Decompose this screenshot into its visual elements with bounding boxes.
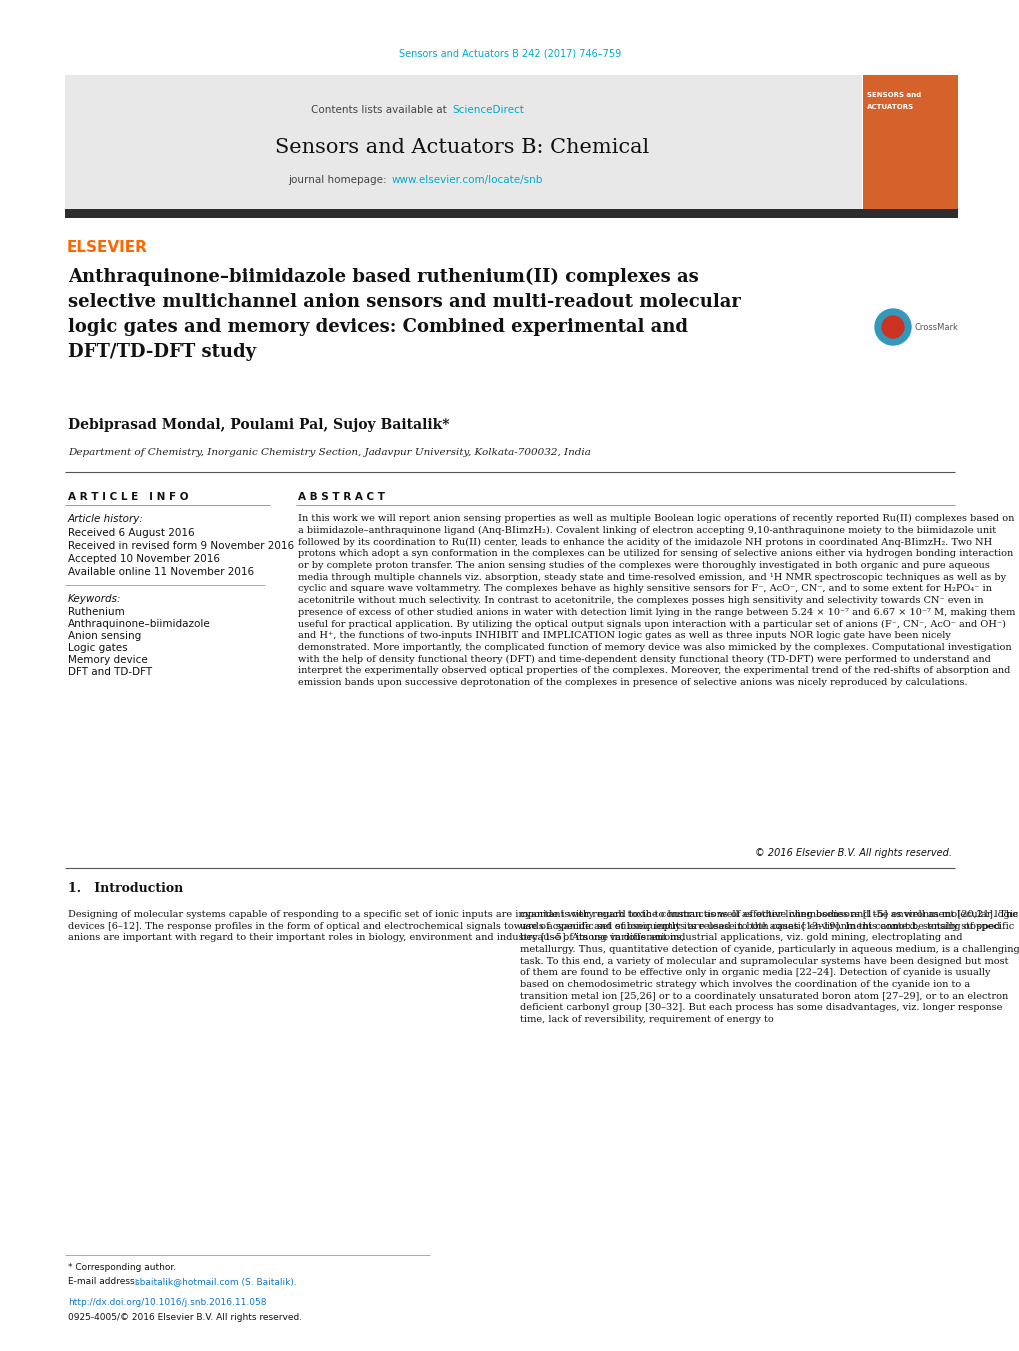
Text: A B S T R A C T: A B S T R A C T [298, 492, 384, 503]
Text: Memory device: Memory device [68, 655, 148, 665]
Text: Keywords:: Keywords: [68, 594, 121, 604]
Text: ACTUATORS: ACTUATORS [866, 104, 913, 109]
Text: 1.   Introduction: 1. Introduction [68, 882, 183, 894]
Text: sbaitalik@hotmail.com (S. Baitalik).: sbaitalik@hotmail.com (S. Baitalik). [135, 1277, 297, 1286]
Text: SENSORS and: SENSORS and [866, 92, 920, 99]
Text: In this work we will report anion sensing properties as well as multiple Boolean: In this work we will report anion sensin… [298, 513, 1014, 688]
Text: Contents lists available at: Contents lists available at [311, 105, 449, 115]
Text: ScienceDirect: ScienceDirect [451, 105, 524, 115]
Text: Department of Chemistry, Inorganic Chemistry Section, Jadavpur University, Kolka: Department of Chemistry, Inorganic Chemi… [68, 449, 590, 457]
Text: Available online 11 November 2016: Available online 11 November 2016 [68, 567, 254, 577]
Text: Received in revised form 9 November 2016: Received in revised form 9 November 2016 [68, 540, 293, 551]
Bar [65, 209, 957, 218]
Bar [65, 76, 861, 209]
Text: CrossMark: CrossMark [914, 323, 958, 331]
Text: Ruthenium: Ruthenium [68, 607, 124, 617]
Text: Sensors and Actuators B: Chemical: Sensors and Actuators B: Chemical [274, 138, 648, 157]
Text: A R T I C L E   I N F O: A R T I C L E I N F O [68, 492, 189, 503]
Text: 0925-4005/© 2016 Elsevier B.V. All rights reserved.: 0925-4005/© 2016 Elsevier B.V. All right… [68, 1313, 302, 1323]
Text: E-mail address:: E-mail address: [68, 1277, 141, 1286]
Bar [862, 76, 957, 209]
Text: www.elsevier.com/locate/snb: www.elsevier.com/locate/snb [391, 176, 543, 185]
Text: Sensors and Actuators B 242 (2017) 746–759: Sensors and Actuators B 242 (2017) 746–7… [398, 49, 621, 58]
Text: Logic gates: Logic gates [68, 643, 127, 653]
Text: Anthraquinone–biimidazole: Anthraquinone–biimidazole [68, 619, 211, 630]
Text: © 2016 Elsevier B.V. All rights reserved.: © 2016 Elsevier B.V. All rights reserved… [754, 848, 951, 858]
Text: * Corresponding author.: * Corresponding author. [68, 1263, 176, 1273]
Text: Designing of molecular systems capable of responding to a specific set of ionic : Designing of molecular systems capable o… [68, 911, 1017, 942]
Text: DFT and TD-DFT: DFT and TD-DFT [68, 667, 152, 677]
Circle shape [874, 309, 910, 345]
Text: cyanide is very much toxic to human as well as other living bodies and the envir: cyanide is very much toxic to human as w… [520, 911, 1019, 1024]
Text: journal homepage:: journal homepage: [287, 176, 389, 185]
Text: Anthraquinone–biimidazole based ruthenium(II) complexes as
selective multichanne: Anthraquinone–biimidazole based rutheniu… [68, 267, 740, 361]
Circle shape [881, 316, 903, 338]
Text: Received 6 August 2016: Received 6 August 2016 [68, 528, 195, 538]
Text: Article history:: Article history: [68, 513, 144, 524]
Text: http://dx.doi.org/10.1016/j.snb.2016.11.058: http://dx.doi.org/10.1016/j.snb.2016.11.… [68, 1298, 266, 1306]
Text: Accepted 10 November 2016: Accepted 10 November 2016 [68, 554, 220, 563]
Text: ELSEVIER: ELSEVIER [67, 240, 148, 255]
Text: Anion sensing: Anion sensing [68, 631, 141, 640]
Text: Debiprasad Mondal, Poulami Pal, Sujoy Baitalik*: Debiprasad Mondal, Poulami Pal, Sujoy Ba… [68, 417, 449, 432]
